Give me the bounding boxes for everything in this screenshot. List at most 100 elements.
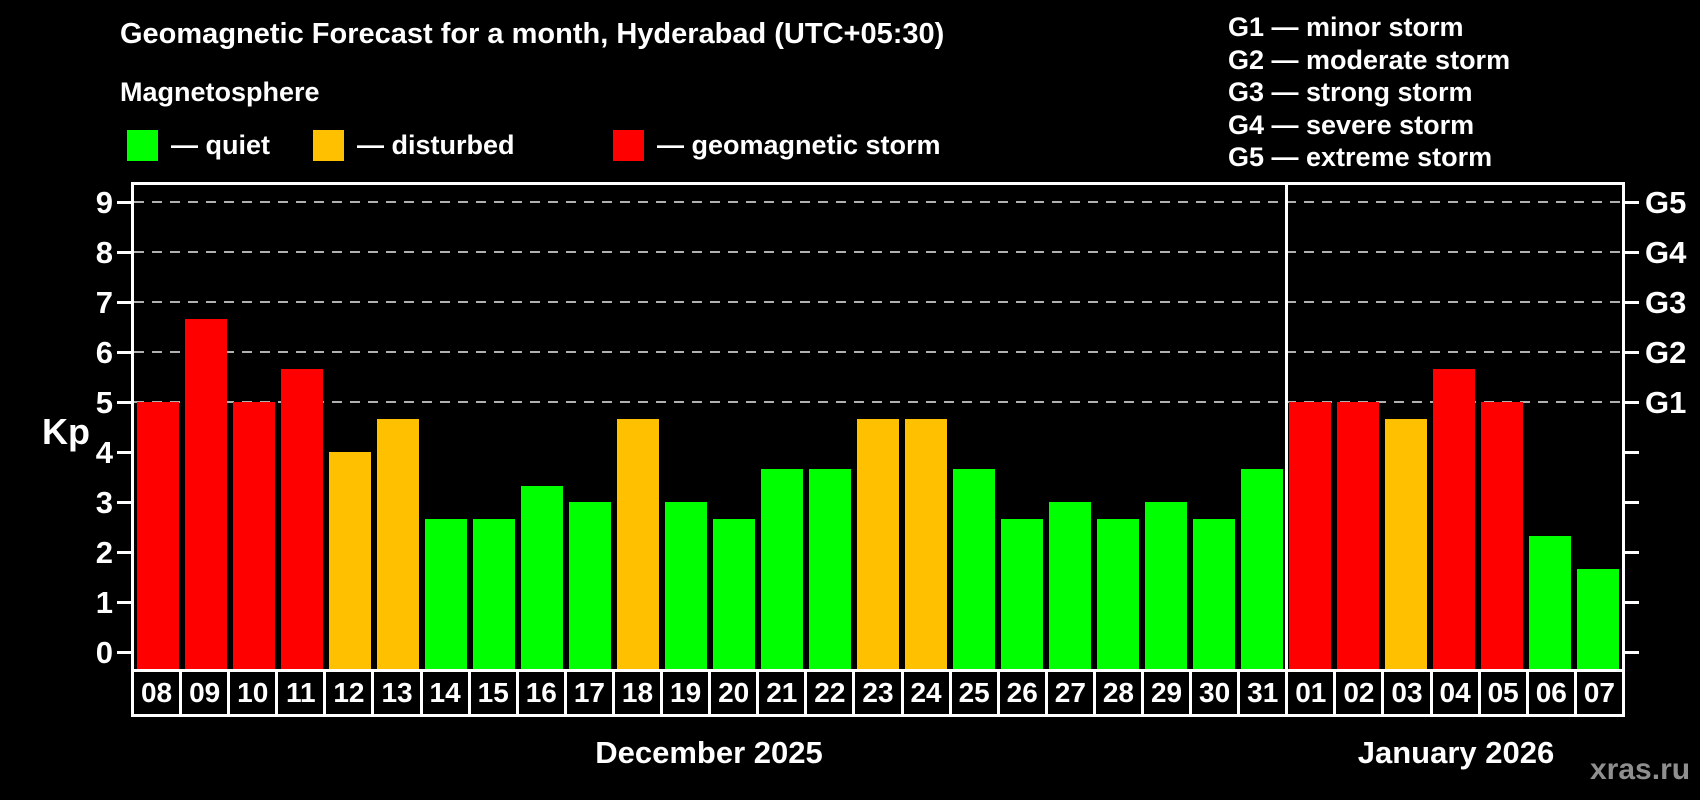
right-axis-tick [1625, 250, 1639, 254]
disturbed-color-swatch [313, 129, 344, 161]
bar-day-13 [377, 418, 419, 669]
bar-day-08 [137, 402, 179, 669]
bar-day-18 [617, 418, 659, 669]
y-axis-tick [117, 650, 131, 654]
bar-day-09 [185, 318, 227, 669]
legend-label: — disturbed [357, 129, 515, 160]
right-axis-tick [1625, 600, 1639, 604]
right-axis-tick [1625, 550, 1639, 554]
bar-day-24 [905, 418, 947, 669]
bar-day-20 [713, 518, 755, 669]
bar-day-06 [1529, 535, 1571, 669]
gridline-kp6 [134, 351, 1622, 353]
y-axis-tick [117, 200, 131, 204]
chart-title: Geomagnetic Forecast for a month, Hydera… [120, 18, 945, 50]
y-tick-label: 4 [95, 435, 113, 470]
bar-day-01 [1289, 402, 1331, 669]
bar-day-26 [1001, 518, 1043, 669]
day-label-01: 01 [1285, 669, 1334, 717]
gridline-kp8 [134, 251, 1622, 253]
y-axis-title: Kp [42, 411, 90, 452]
bar-day-27 [1049, 502, 1091, 669]
g-axis-label-g1: G1 [1645, 385, 1687, 420]
day-label-04: 04 [1429, 669, 1478, 717]
storm-color-swatch [613, 129, 644, 161]
bar-day-29 [1145, 502, 1187, 669]
day-label-15: 15 [467, 669, 516, 717]
right-axis-tick [1625, 350, 1639, 354]
g-legend-line-g5: G5 — extreme storm [1228, 142, 1493, 172]
right-axis-tick [1625, 500, 1639, 504]
right-axis-tick [1625, 200, 1639, 204]
right-axis-tick [1625, 650, 1639, 654]
day-label-22: 22 [804, 669, 853, 717]
day-label-30: 30 [1189, 669, 1238, 717]
y-tick-label: 6 [95, 335, 113, 370]
day-label-27: 27 [1044, 669, 1093, 717]
bar-day-22 [809, 468, 851, 669]
day-label-06: 06 [1525, 669, 1574, 717]
g-axis-label-g2: G2 [1645, 335, 1687, 370]
x-axis-day-row: 08 09 10 11 12 13 14 15 16 17 18 19 20 21 22 23 24 25 26 27… [131, 669, 1625, 717]
legend-item-storm: — geomagnetic storm [613, 128, 941, 162]
right-axis-tick [1625, 400, 1639, 404]
day-label-25: 25 [948, 669, 997, 717]
month-separator [1284, 185, 1288, 669]
g-axis-label-g5: G5 [1645, 185, 1687, 220]
g-scale-legend: G1 — minor storm G2 — moderate storm G3 … [1228, 11, 1510, 174]
bar-day-14 [425, 518, 467, 669]
y-tick-label: 3 [95, 485, 113, 520]
y-axis-tick [117, 600, 131, 604]
bar-day-28 [1097, 518, 1139, 669]
g-legend-line-g3: G3 — strong storm [1228, 77, 1473, 107]
legend-label: — quiet [171, 129, 270, 160]
day-label-13: 13 [371, 669, 420, 717]
y-axis-tick [117, 450, 131, 454]
day-label-19: 19 [660, 669, 709, 717]
right-axis-tick [1625, 300, 1639, 304]
day-label-14: 14 [419, 669, 468, 717]
day-label-11: 11 [275, 669, 324, 717]
bar-day-11 [281, 368, 323, 669]
bar-day-25 [953, 468, 995, 669]
gridline-kp7 [134, 301, 1622, 303]
day-label-29: 29 [1140, 669, 1190, 717]
plot-area [131, 182, 1625, 669]
month-label-december: December 2025 [595, 735, 823, 770]
y-axis-tick [117, 500, 131, 504]
day-label-20: 20 [708, 669, 757, 717]
y-tick-label: 2 [95, 535, 113, 570]
bar-day-15 [473, 518, 515, 669]
watermark: xras.ru [1590, 753, 1691, 786]
bar-day-04 [1433, 368, 1475, 669]
magnetosphere-label: Magnetosphere [120, 77, 320, 107]
quiet-color-swatch [127, 129, 158, 161]
g-legend-line-g1: G1 — minor storm [1228, 12, 1464, 42]
bar-day-07 [1577, 568, 1619, 669]
y-tick-label: 8 [95, 235, 113, 270]
day-label-23: 23 [852, 669, 901, 717]
day-label-21: 21 [756, 669, 805, 717]
day-label-12: 12 [323, 669, 372, 717]
gridline-kp9 [134, 201, 1622, 203]
y-axis-tick [117, 250, 131, 254]
bar-day-30 [1193, 518, 1235, 669]
y-axis-tick [117, 550, 131, 554]
bar-day-21 [761, 468, 803, 669]
day-label-10: 10 [227, 669, 276, 717]
day-label-26: 26 [996, 669, 1045, 717]
legend-item-disturbed: — disturbed [313, 128, 515, 162]
day-label-16: 16 [515, 669, 564, 717]
day-label-17: 17 [563, 669, 612, 717]
bar-day-16 [521, 485, 563, 669]
month-label-january: January 2026 [1357, 735, 1555, 770]
bar-day-23 [857, 418, 899, 669]
bar-day-02 [1337, 402, 1379, 669]
day-label-08: 08 [131, 669, 180, 717]
y-tick-label: 7 [95, 285, 113, 320]
day-label-18: 18 [611, 669, 661, 717]
bar-day-10 [233, 402, 275, 669]
y-axis-tick [117, 300, 131, 304]
g-legend-line-g4: G4 — severe storm [1228, 109, 1475, 140]
